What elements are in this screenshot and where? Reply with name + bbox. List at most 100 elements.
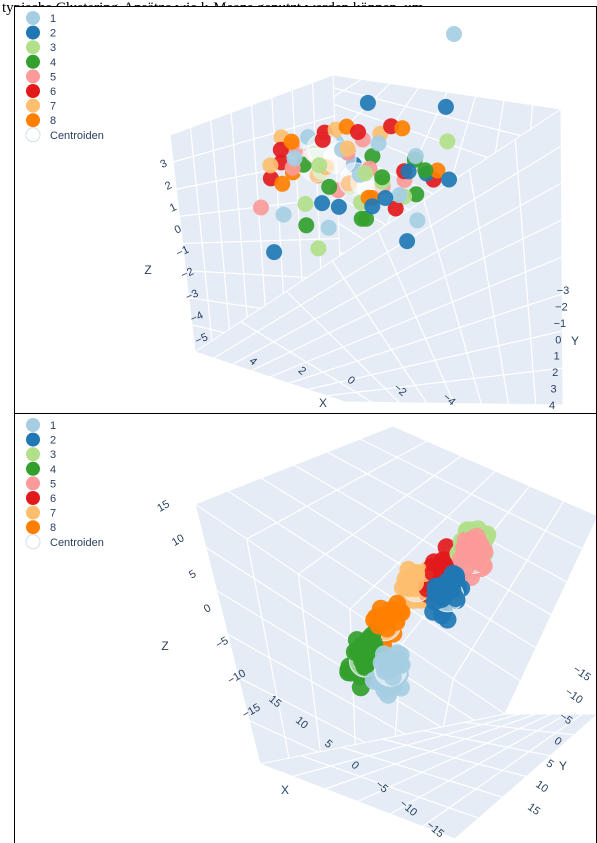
x-axis-title: X [281, 783, 289, 797]
y-tick: 2 [552, 367, 558, 379]
point-series-1 [375, 645, 393, 664]
point-series-6 [350, 124, 366, 140]
legend-item-1[interactable]: 1 [26, 11, 56, 25]
legend-label: 5 [50, 478, 56, 490]
legend-item-2[interactable]: 2 [26, 25, 56, 40]
point-series-8 [394, 120, 411, 137]
legend-swatch [25, 534, 41, 550]
legend-swatch [26, 40, 40, 55]
legend-swatch [26, 84, 40, 98]
legend-item-2[interactable]: 2 [26, 432, 56, 447]
point-series-2 [400, 163, 417, 180]
legend-swatch [26, 98, 40, 113]
point-series-8 [381, 601, 400, 620]
legend-swatch [26, 461, 40, 476]
z-tick: 1 [168, 201, 179, 214]
point-series-1 [286, 150, 303, 167]
point-series-1 [320, 219, 337, 236]
point-series-2 [432, 576, 451, 595]
z-tick: −5 [214, 635, 231, 652]
legend-item-4[interactable]: 4 [26, 54, 56, 69]
legend-item-1[interactable]: 1 [26, 418, 56, 432]
point-series-2 [314, 195, 331, 212]
z-tick: 0 [173, 223, 184, 236]
z-tick: −3 [184, 287, 200, 303]
legend-label: 8 [50, 522, 56, 534]
point-series-1 [391, 187, 408, 204]
point-series-2 [446, 589, 465, 608]
z-tick: 3 [158, 158, 169, 171]
legend-item-5[interactable]: 5 [26, 476, 56, 491]
point-series-2 [446, 566, 465, 585]
point-series-3 [357, 165, 374, 182]
point-series-1 [446, 26, 462, 42]
legend-item-7[interactable]: 7 [26, 98, 56, 113]
legend-swatch [26, 505, 40, 520]
point-series-4 [321, 178, 338, 195]
legend-label: 3 [50, 449, 56, 461]
legend-label: 6 [50, 86, 56, 98]
legend-item-6[interactable]: 6 [26, 491, 56, 505]
legend-swatch [26, 447, 40, 462]
legend-swatch [25, 127, 41, 143]
legend-label: 5 [50, 71, 56, 83]
point-series-4 [364, 148, 381, 165]
legend-label: 7 [50, 101, 56, 113]
legend-label: 6 [50, 493, 56, 505]
legend[interactable]: 1 2 3 4 5 6 7 8 Centroiden [25, 418, 104, 550]
y-tick: 4 [549, 400, 555, 412]
point-series-6 [387, 200, 404, 217]
scatter3d-panel-1[interactable]: 4 2 0 −2 −4 −3 −2 −1 0 1 2 3 4 3 2 1 0 −1 −2 −3 −4 −5 X Y Z 1 2 3 4 5… [14, 6, 597, 414]
scatter3d-panel-2[interactable]: 15 10 5 0 −5 −10 −15 −15 −10 −5 0 5 10 15 15 10 5 0 −5 −10−… [14, 414, 597, 843]
legend-item-9[interactable]: Centroiden [25, 534, 104, 550]
y-axis-title: Y [571, 334, 579, 348]
y-tick: 0 [552, 735, 564, 748]
y-tick: 0 [555, 334, 561, 346]
legend-item-3[interactable]: 3 [26, 447, 56, 462]
legend-item-3[interactable]: 3 [26, 40, 56, 55]
scatter3d-chart-1[interactable]: 420−2−4−3−2−1012343210−1−2−3−4−5XYZ12345… [15, 7, 596, 413]
legend-label: 1 [50, 13, 56, 25]
legend-item-8[interactable]: 8 [26, 113, 56, 128]
legend-label: 4 [50, 57, 56, 69]
y-axis-title: Y [559, 759, 567, 773]
point-series-3 [297, 195, 314, 212]
legend-swatch [26, 476, 40, 491]
grid-back-xz [227, 438, 583, 682]
z-tick: 15 [155, 498, 172, 515]
scatter3d-chart-2[interactable]: 151050−5−10−15−15−10−5051015151050−5−10−… [15, 414, 596, 843]
z-axis-title: Z [144, 263, 151, 277]
legend-swatch [26, 113, 40, 128]
point-series-8 [283, 133, 300, 150]
z-tick: −1 [175, 244, 191, 260]
y-tick: −5 [557, 710, 574, 727]
point-series-3 [310, 240, 327, 257]
point-series-1 [275, 206, 292, 223]
legend-swatch [26, 69, 40, 84]
point-series-1 [409, 212, 426, 229]
legend-swatch [26, 11, 40, 25]
legend-item-5[interactable]: 5 [26, 69, 56, 84]
legend-item-9[interactable]: Centroiden [25, 127, 104, 143]
point-series-7 [339, 140, 356, 157]
legend-item-7[interactable]: 7 [26, 505, 56, 520]
legend-label: Centroiden [50, 537, 104, 549]
x-axis-title: X [319, 396, 327, 410]
point-series-8 [369, 616, 388, 635]
legend-label: 2 [50, 28, 56, 40]
legend-label: 8 [50, 115, 56, 127]
legend[interactable]: 1 2 3 4 5 6 7 8 Centroiden [25, 11, 104, 143]
z-tick: 0 [202, 602, 213, 615]
legend-swatch [26, 491, 40, 505]
legend-item-6[interactable]: 6 [26, 84, 56, 98]
point-series-6 [425, 553, 443, 572]
y-tick: −10 [563, 686, 585, 707]
point-series-5 [464, 531, 483, 550]
legend-swatch [26, 520, 40, 535]
point-series-4 [358, 210, 375, 227]
y-tick: −1 [554, 318, 567, 330]
point-series-2 [377, 190, 394, 206]
legend-item-8[interactable]: 8 [26, 520, 56, 535]
legend-label: Centroiden [50, 130, 104, 142]
legend-item-4[interactable]: 4 [26, 461, 56, 476]
